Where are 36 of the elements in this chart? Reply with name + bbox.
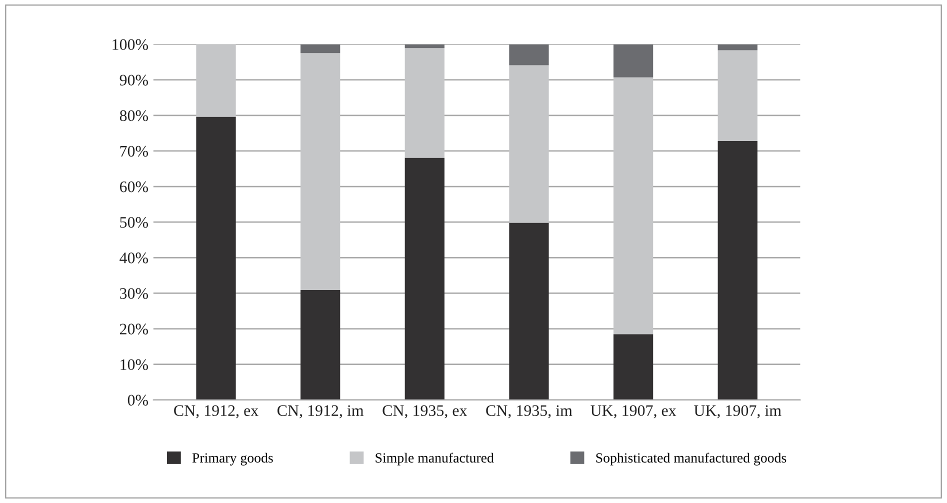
- bar: [300, 53, 340, 290]
- bar: [509, 44, 549, 66]
- x-tick-label: CN, 1912, ex: [174, 405, 258, 418]
- y-tick-label: 50%: [120, 216, 148, 228]
- bar: [196, 44, 236, 117]
- bar: [509, 222, 549, 400]
- x-tick-label: CN, 1935, im: [486, 405, 572, 418]
- bar: [300, 44, 340, 54]
- legend-label: Simple manufactured: [376, 452, 494, 466]
- bar: [718, 50, 758, 141]
- y-tick-label: 40%: [120, 252, 148, 264]
- y-tick-label: 60%: [120, 181, 148, 192]
- bar: [300, 290, 340, 400]
- y-tick-label: 80%: [120, 110, 148, 122]
- x-tick-label: UK, 1907, ex: [590, 405, 676, 418]
- bar: [613, 44, 654, 78]
- legend-label: Sophisticated manufactured goods: [596, 452, 786, 466]
- bar: [509, 65, 549, 223]
- bar: [613, 77, 654, 334]
- bar: [718, 140, 758, 400]
- bar: [718, 44, 758, 50]
- x-tick-label: CN, 1912, im: [278, 405, 364, 418]
- bar: [404, 48, 444, 158]
- legend-label: Primary goods: [192, 452, 273, 466]
- bar: [404, 158, 444, 400]
- y-tick-label: 30%: [120, 288, 148, 299]
- y-tick-label: 70%: [120, 146, 148, 157]
- y-tick-label: 10%: [120, 359, 148, 370]
- y-tick-label: 90%: [120, 74, 148, 86]
- bar: [196, 116, 236, 400]
- y-tick-label: 20%: [120, 324, 148, 335]
- y-tick-label: 0%: [128, 394, 148, 406]
- y-tick-label: 100%: [112, 39, 148, 50]
- x-tick-label: UK, 1907, im: [694, 405, 782, 418]
- bar: [613, 334, 654, 400]
- x-tick-label: CN, 1935, ex: [382, 405, 468, 418]
